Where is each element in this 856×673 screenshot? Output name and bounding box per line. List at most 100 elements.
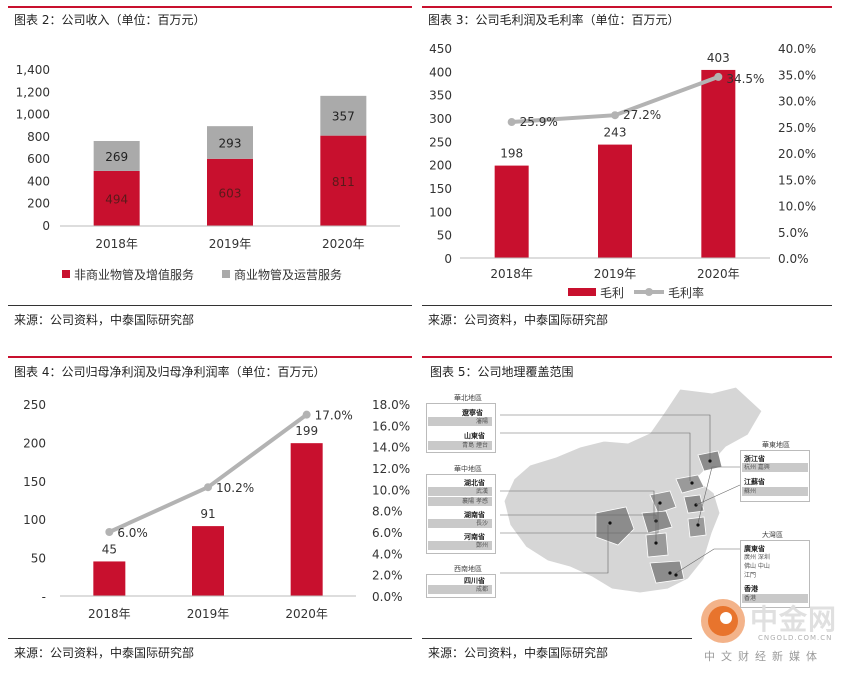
- line-label: 27.2%: [623, 108, 661, 122]
- watermark-slogan: 中文财经新媒体: [704, 650, 823, 663]
- y2-tick-label: 12.0%: [372, 462, 410, 476]
- line-label: 6.0%: [117, 526, 148, 540]
- line-point: [105, 528, 114, 536]
- y-tick-label: 800: [27, 130, 50, 144]
- net-top-rule: [8, 356, 412, 358]
- y-tick-label: 1,400: [16, 63, 50, 77]
- bar-label: 811: [332, 175, 355, 189]
- y2-tick-label: 35.0%: [778, 68, 816, 82]
- bar-label: 494: [105, 192, 128, 206]
- line-label: 17.0%: [315, 409, 353, 423]
- x-tick-label: 2020年: [697, 267, 740, 281]
- y-tick-label: 450: [429, 42, 452, 56]
- revenue-title: 图表 2：公司收入（单位：百万元）: [14, 13, 206, 27]
- y-tick-label: 200: [27, 197, 50, 211]
- bar: [93, 561, 126, 596]
- city-dot: [696, 523, 700, 527]
- bar-label: 45: [102, 542, 117, 556]
- zhejiang-cities: 杭州 嘉興: [742, 463, 808, 472]
- y2-tick-label: 5.0%: [778, 226, 809, 240]
- line-point: [611, 111, 619, 120]
- y2-tick-label: 40.0%: [778, 42, 816, 56]
- hongkong-cities: 香港: [742, 594, 808, 603]
- x-tick-label: 2018年: [490, 267, 533, 281]
- hubei-cities-2: 襄陽 孝感: [428, 497, 492, 506]
- y2-tick-label: 8.0%: [372, 505, 403, 519]
- province-hunan-label: 湖南省: [464, 511, 485, 519]
- map-title: 图表 5：公司地理覆盖范围: [430, 365, 574, 379]
- region-southwest-label: 西南地區: [454, 565, 482, 573]
- y-tick-label: 250: [429, 135, 452, 149]
- watermark-domain: CNGOLD.COM.CN: [758, 634, 833, 642]
- revenue-source: 来源：公司资料，中泰国际研究部: [14, 313, 195, 327]
- y-tick-label: 100: [23, 513, 46, 527]
- revenue-top-rule: [8, 6, 412, 8]
- jiangsu-cities: 蘇州: [742, 487, 808, 496]
- line-point: [507, 118, 516, 127]
- line-label: 34.5%: [726, 72, 764, 86]
- gross-source-rule: [422, 305, 832, 306]
- y-tick-label: 0: [444, 252, 452, 266]
- province-henan-label: 河南省: [464, 533, 485, 541]
- gross-title: 图表 3：公司毛利润及毛利率（单位：百万元）: [428, 13, 680, 27]
- province-sichuan-label: 四川省: [464, 577, 485, 585]
- guangdong-cities-3: 江門: [742, 571, 808, 580]
- legend-swatch: [568, 288, 596, 296]
- y-tick-label: 200: [429, 159, 452, 173]
- province-zhejiang: [687, 516, 707, 538]
- bar-segment: [93, 170, 140, 226]
- bar-label: 603: [219, 186, 242, 200]
- bar-label: 357: [332, 110, 355, 124]
- y2-tick-label: 0.0%: [372, 590, 403, 604]
- x-tick-label: 2019年: [594, 267, 637, 281]
- province-hunan: [645, 532, 669, 558]
- x-tick-label: 2019年: [209, 237, 252, 251]
- province-jiangsu: [683, 494, 705, 514]
- x-tick-label: 2020年: [322, 237, 365, 251]
- province-zhejiang-label: 浙江省: [744, 455, 765, 463]
- guangdong-cities-1: 廣州 深圳: [742, 553, 808, 562]
- map-top-rule: [422, 356, 832, 358]
- legend-label: 毛利率: [668, 285, 704, 300]
- y2-tick-label: 14.0%: [372, 441, 410, 455]
- y2-tick-label: 25.0%: [778, 121, 816, 135]
- city-dot: [658, 501, 662, 505]
- line-label: 25.9%: [520, 115, 558, 129]
- y-tick-label: 400: [429, 65, 452, 79]
- bar-label: 243: [604, 126, 627, 140]
- province-henan: [649, 490, 677, 514]
- legend-label: 商业物管及运营服务: [234, 267, 342, 282]
- x-tick-label: 2020年: [285, 607, 328, 621]
- bar-label: 269: [105, 150, 128, 164]
- china-outline: [503, 386, 763, 594]
- shandong-cities: 青島 煙台: [428, 441, 492, 450]
- y-tick-label: 1,200: [16, 85, 50, 99]
- y2-tick-label: 6.0%: [372, 526, 403, 540]
- y-tick-label: 250: [23, 398, 46, 412]
- bar-segment: [93, 140, 140, 171]
- watermark-brand: 中金网: [750, 603, 838, 636]
- y2-tick-label: 0.0%: [778, 252, 809, 266]
- bar-segment: [320, 135, 367, 226]
- y-tick-label: 1,000: [16, 108, 50, 122]
- sichuan-cities: 成都: [428, 585, 492, 594]
- region-bay-label: 大灣區: [762, 531, 783, 539]
- province-liaoning-label: 遼寧省: [462, 409, 483, 417]
- city-dot: [668, 571, 672, 575]
- y-tick-label: 600: [27, 152, 50, 166]
- city-dot: [674, 573, 678, 577]
- city-dot: [608, 521, 612, 525]
- bar-segment: [320, 95, 367, 136]
- net-source-rule: [8, 638, 412, 639]
- y2-tick-label: 2.0%: [372, 569, 403, 583]
- y-tick-label: 150: [429, 182, 452, 196]
- bar-segment: [207, 126, 253, 159]
- y2-tick-label: 18.0%: [372, 398, 410, 412]
- net-title: 图表 4：公司归母净利润及归母净利润率（单位：百万元）: [14, 365, 326, 379]
- line-point: [302, 410, 311, 419]
- legend-label: 毛利: [600, 286, 624, 300]
- y2-tick-label: 20.0%: [778, 147, 816, 161]
- gross-chart: 0 50 100 150 200 250 300 350 400 450 0.0% 5.0% 10.0…: [429, 42, 816, 300]
- region-central-label: 華中地區: [454, 465, 482, 473]
- hubei-cities: 武漢: [428, 487, 492, 496]
